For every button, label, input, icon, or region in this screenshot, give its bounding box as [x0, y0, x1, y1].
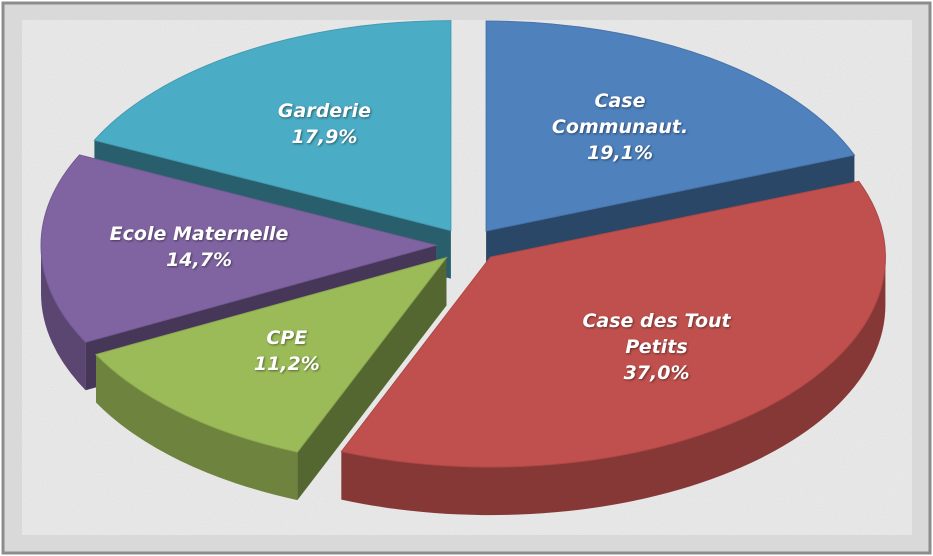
value-label: 17,9%	[291, 126, 358, 149]
slice-label: Case Communaut. 19,1%	[525, 88, 715, 166]
slice	[95, 256, 448, 453]
slice-wall	[41, 245, 86, 391]
slice-wall	[96, 354, 298, 501]
category-label: Garderie	[277, 100, 371, 123]
slice-label: Ecole Maternelle 14,7%	[104, 221, 294, 273]
slice-wall	[341, 257, 886, 516]
slice-label: Garderie 17,9%	[229, 98, 419, 150]
slice	[40, 154, 438, 343]
slice-label: Case des Tout Petits 37,0%	[562, 308, 752, 386]
category-label: Case Communaut.	[551, 90, 689, 139]
category-label: Ecole Maternelle	[109, 223, 289, 246]
pie	[40, 20, 886, 516]
slice	[485, 20, 856, 232]
category-label: Case des Tout Petits	[582, 309, 731, 358]
slice-label: CPE 11,2%	[192, 325, 382, 377]
slice	[340, 180, 886, 468]
value-label: 14,7%	[166, 249, 232, 272]
slice-side	[297, 257, 447, 501]
value-label: 11,2%	[253, 352, 320, 375]
category-label: CPE	[266, 326, 308, 349]
value-label: 19,1%	[587, 142, 653, 165]
slice	[93, 20, 452, 232]
value-label: 37,0%	[623, 361, 690, 384]
